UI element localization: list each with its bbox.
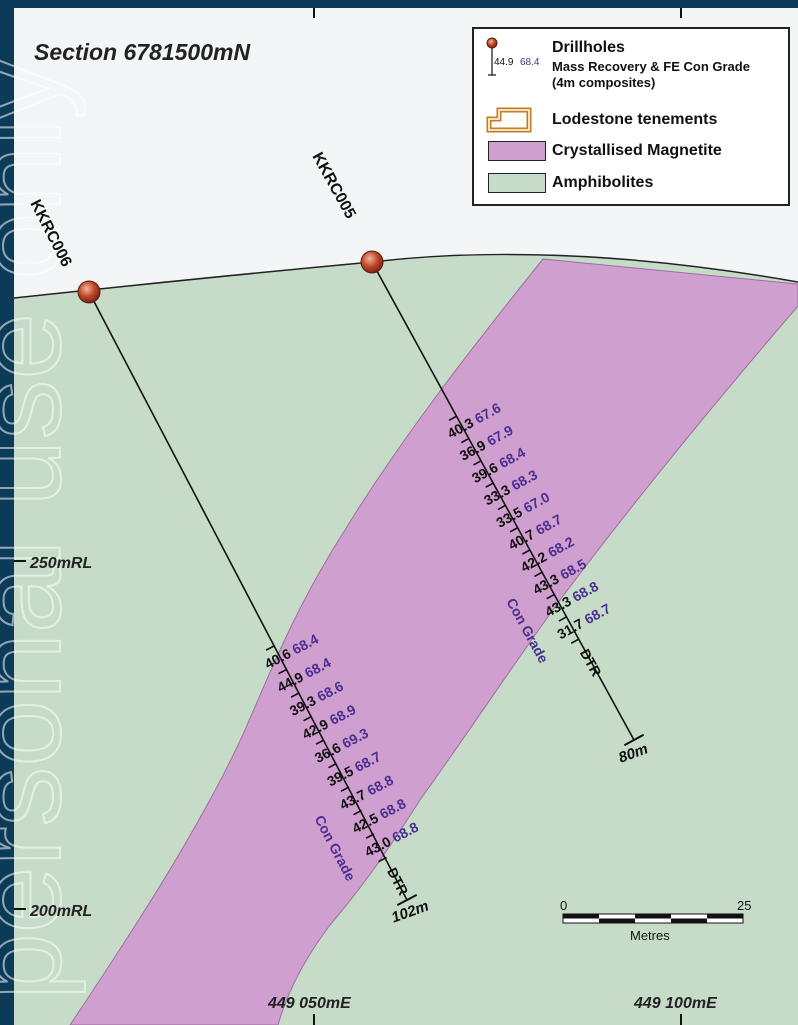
- scale-seg-1: [563, 914, 599, 919]
- interval-tick: [473, 459, 482, 466]
- tenement-icon: [486, 107, 532, 133]
- drillhole-end-cap: [623, 733, 645, 747]
- interval-tick: [497, 504, 507, 511]
- drillhole-collar: [360, 250, 384, 274]
- interval-tick: [290, 692, 300, 698]
- scale-seg-5: [707, 914, 743, 919]
- drillhole-collar: [77, 280, 101, 304]
- interval-tick: [534, 571, 543, 578]
- interval-tick: [448, 415, 458, 422]
- legend-sample-recovery: 44.9: [494, 57, 514, 68]
- magnetite-swatch: [488, 141, 546, 161]
- interval-tick: [546, 593, 555, 600]
- legend: 44.9 68.4 Drillholes Mass Recovery & FE …: [472, 27, 790, 206]
- interval-tick: [509, 526, 519, 533]
- scale-bar: 0 25 Metres: [560, 898, 751, 943]
- drillhole-end-cap: [396, 894, 418, 906]
- interval-tick: [521, 549, 531, 555]
- legend-drillholes-sub1: Mass Recovery & FE Con Grade: [552, 59, 750, 74]
- interval-tick: [485, 482, 494, 488]
- easting-label-449100: 449 100mE: [633, 995, 718, 1012]
- interval-tick: [328, 762, 337, 769]
- interval-tick: [353, 809, 362, 816]
- interval-tick: [315, 739, 325, 745]
- legend-sample-grade: 68.4: [520, 57, 540, 68]
- watermark: personal use only: [0, 59, 86, 1000]
- scale-seg-2: [599, 918, 635, 923]
- legend-drillholes-sub2: (4m composites): [552, 75, 656, 90]
- interval-tick: [570, 638, 580, 645]
- scale-seg-4: [671, 918, 707, 923]
- drillhole-trace: [88, 291, 408, 901]
- interval-tick: [340, 786, 350, 792]
- rl-label-200: 200mRL: [29, 903, 92, 920]
- scale-unit: Metres: [630, 928, 670, 943]
- interval-tick: [303, 715, 312, 722]
- legend-amphibolites-label: Amphibolites: [552, 174, 654, 191]
- interval-tick: [365, 833, 375, 839]
- interval-tick: [460, 437, 470, 444]
- legend-drillholes-title: Drillholes: [552, 39, 625, 56]
- scale-start: 0: [560, 898, 567, 913]
- section-title: Section 6781500mN: [34, 39, 250, 65]
- magnetite-band: [69, 258, 798, 1025]
- drillhole-trace: [371, 261, 635, 741]
- legend-tenements-label: Lodestone tenements: [552, 111, 718, 128]
- interval-tick: [265, 645, 275, 651]
- rl-label-250: 250mRL: [29, 555, 92, 572]
- interval-tick: [278, 668, 287, 675]
- easting-label-449050: 449 050mE: [267, 995, 352, 1012]
- scale-seg-3: [635, 914, 671, 919]
- legend-drillhole-symbol: 44.9 68.4: [486, 37, 540, 76]
- amphibolites-swatch: [488, 173, 546, 193]
- scale-end: 25: [737, 898, 751, 913]
- interval-tick: [558, 615, 568, 622]
- interval-tick: [378, 856, 387, 863]
- legend-magnetite-label: Crystallised Magnetite: [552, 142, 722, 159]
